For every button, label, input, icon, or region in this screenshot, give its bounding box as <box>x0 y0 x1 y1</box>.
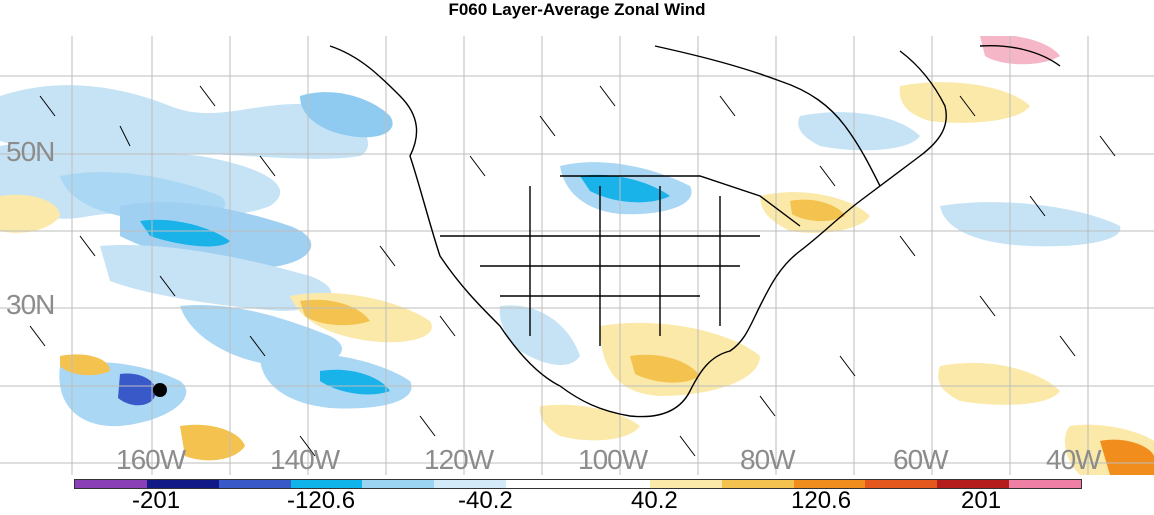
wind-barbs <box>29 85 1116 457</box>
lon-label-100w: 100W <box>578 444 648 475</box>
colorbar-swatch <box>793 480 866 488</box>
coastlines <box>329 44 1061 418</box>
colorbar-label: -201 <box>132 487 181 514</box>
wind-shading <box>0 36 1154 475</box>
colorbar-label: 120.6 <box>791 487 852 514</box>
colorbar-swatch <box>506 480 579 488</box>
colorbar-swatch <box>434 480 507 488</box>
lon-label-60w: 60W <box>893 444 949 475</box>
colorbar-swatch <box>578 480 650 488</box>
lon-label-120w: 120W <box>424 444 494 475</box>
map-canvas <box>0 36 1154 475</box>
colorbar-swatch <box>290 480 363 488</box>
colorbar-label: -120.6 <box>287 487 356 514</box>
colorbar-swatch <box>146 480 219 488</box>
colorbar-swatch <box>75 480 147 488</box>
station-dot <box>153 383 167 397</box>
map-title: F060 Layer-Average Zonal Wind <box>448 0 706 19</box>
colorbar-swatch <box>865 480 938 488</box>
colorbar-label: -40.2 <box>458 487 513 514</box>
graticule <box>0 36 1154 475</box>
colorbar-swatch <box>937 480 1010 488</box>
colorbar-swatch <box>362 480 435 488</box>
lon-label-80w: 80W <box>740 444 796 475</box>
colorbar-label: 201 <box>961 487 1002 514</box>
colorbar-label: 40.2 <box>631 487 678 514</box>
lon-label-160w: 160W <box>116 444 186 475</box>
lat-label-50n: 50N <box>6 136 55 167</box>
colorbar-swatch <box>721 480 794 488</box>
colorbar-swatch <box>1009 480 1082 488</box>
colorbar-swatch <box>218 480 291 488</box>
wind-map: 50N 30N 160W 140W 120W 100W 80W 60W 40W <box>0 36 1154 475</box>
lon-label-140w: 140W <box>270 444 340 475</box>
lon-label-40w: 40W <box>1046 444 1102 475</box>
colorbar <box>74 479 1082 489</box>
lat-label-30n: 30N <box>6 289 55 320</box>
colorbar-swatch <box>649 480 722 488</box>
